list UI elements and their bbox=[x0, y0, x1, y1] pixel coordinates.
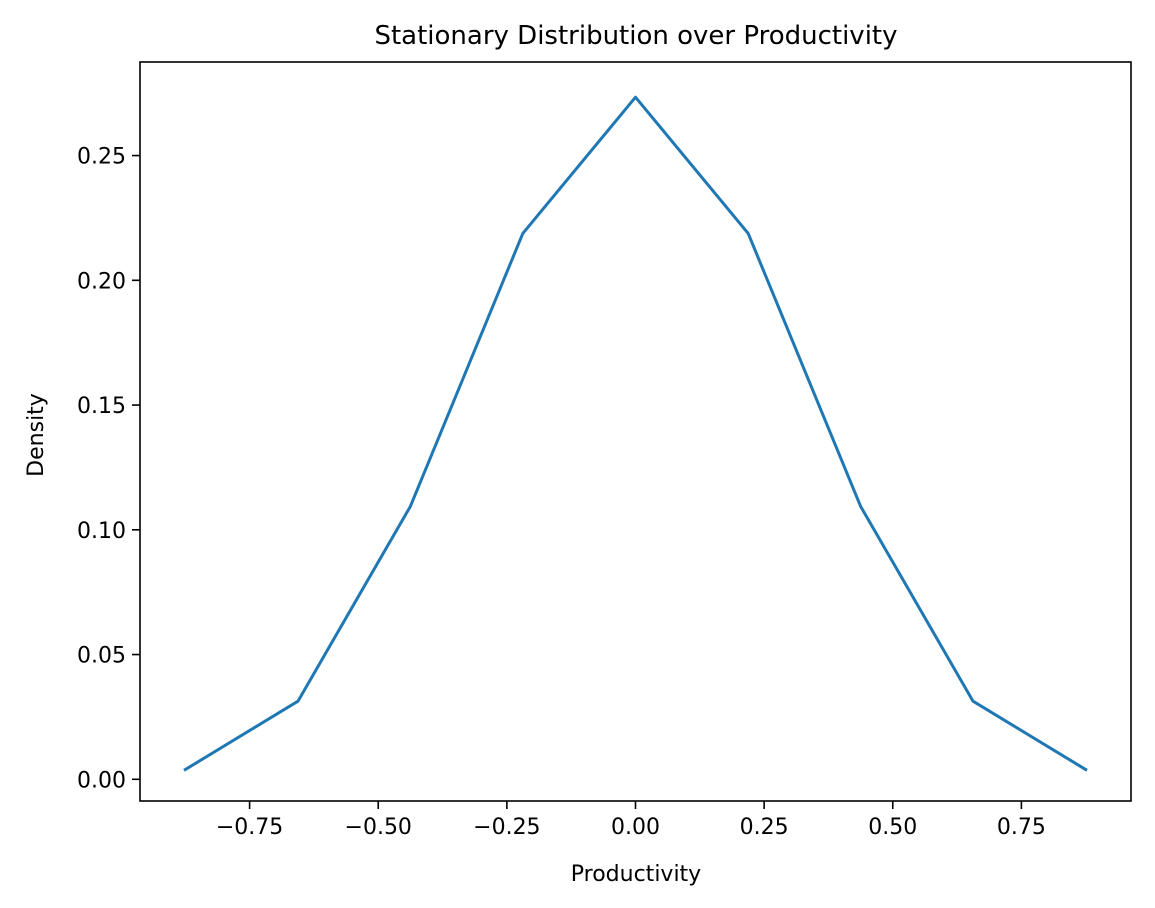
y-tick-label: 0.00 bbox=[77, 768, 126, 793]
series-layer bbox=[185, 97, 1085, 769]
x-axis-ticks: −0.75 −0.50 −0.25 0.00 0.25 0.50 0.75 bbox=[216, 801, 1046, 840]
plot-frame bbox=[140, 62, 1131, 801]
x-tick-label: −0.25 bbox=[473, 815, 540, 840]
x-tick-label: −0.75 bbox=[216, 815, 283, 840]
x-tick-label: 0.50 bbox=[868, 815, 917, 840]
y-axis-ticks: 0.00 0.05 0.10 0.15 0.20 0.25 bbox=[77, 145, 140, 794]
y-axis-label: Density bbox=[24, 393, 49, 477]
chart-title: Stationary Distribution over Productivit… bbox=[374, 21, 897, 51]
y-tick-label: 0.10 bbox=[77, 519, 126, 544]
series-line bbox=[185, 97, 1085, 769]
x-tick-label: 0.00 bbox=[611, 815, 660, 840]
x-tick-label: 0.75 bbox=[997, 815, 1046, 840]
y-tick-label: 0.05 bbox=[77, 644, 126, 669]
y-tick-label: 0.20 bbox=[77, 269, 126, 294]
x-tick-label: 0.25 bbox=[740, 815, 789, 840]
x-axis-label: Productivity bbox=[571, 862, 701, 887]
y-tick-label: 0.15 bbox=[77, 394, 126, 419]
y-tick-label: 0.25 bbox=[77, 145, 126, 170]
x-tick-label: −0.50 bbox=[345, 815, 412, 840]
